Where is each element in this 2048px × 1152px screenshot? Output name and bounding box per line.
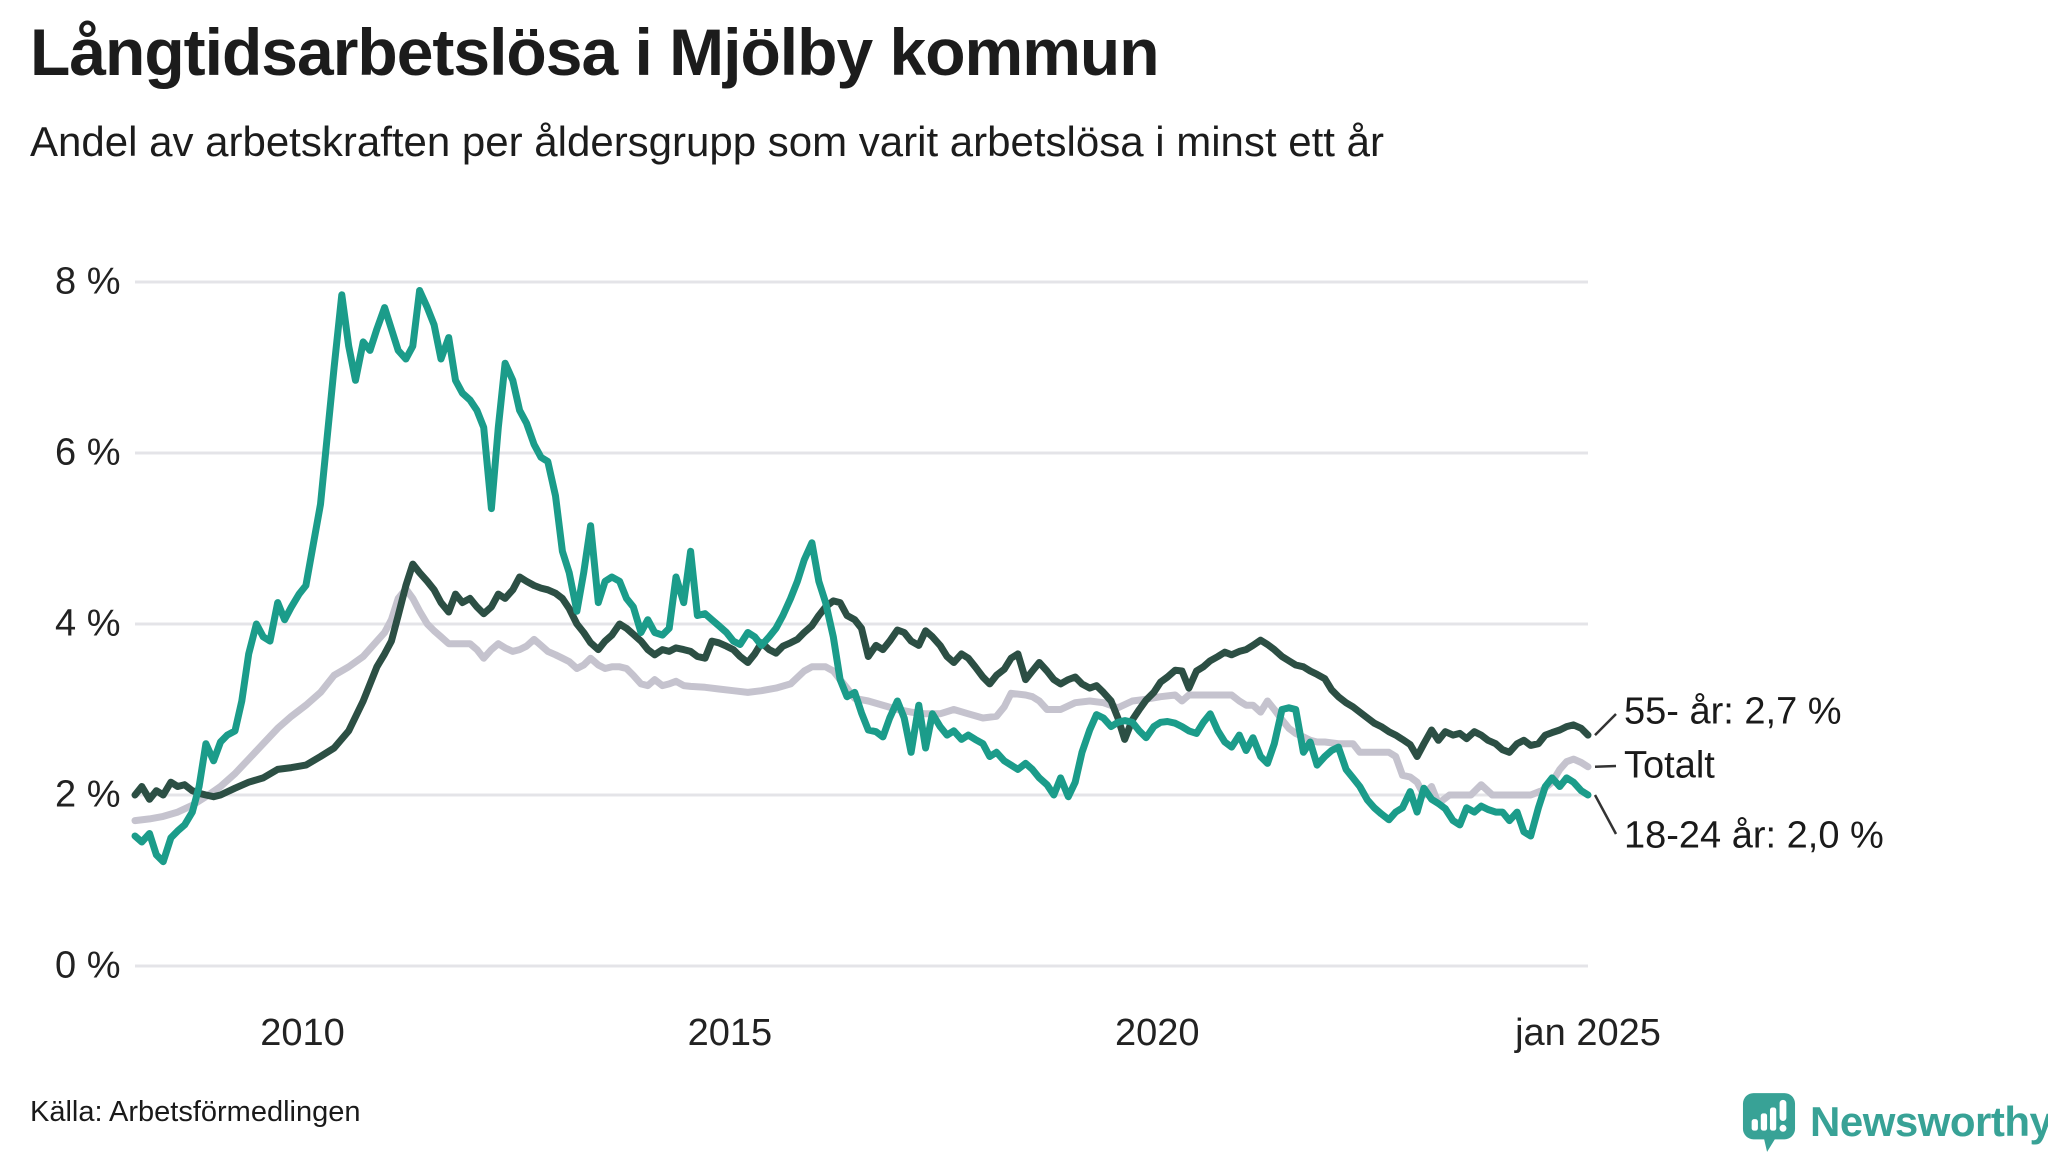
series-end-label-55-ar: 55- år: 2,7 % — [1624, 690, 1842, 733]
label-connector-line — [1594, 764, 1617, 769]
series-line-18-24-r — [131, 287, 1592, 866]
y-axis-tick-label-0: 0 % — [55, 944, 121, 987]
x-axis-tick-label-2020: 2020 — [1114, 1012, 1200, 1054]
label-connector-line — [1593, 794, 1618, 835]
y-axis-tick-label-6: 6 % — [55, 431, 121, 474]
series-line-55-r — [131, 560, 1592, 803]
newsworthy-logo: Newsworthy — [1742, 1092, 2048, 1152]
x-axis-tick-label-2010: 2010 — [260, 1012, 345, 1054]
x-axis-tick-label-2015: 2015 — [687, 1012, 773, 1054]
source-note: Källa: Arbetsförmedlingen — [30, 1096, 361, 1128]
newsworthy-logo-icon — [1742, 1093, 1796, 1152]
series-end-label-18-24-ar: 18-24 år: 2,0 % — [1624, 814, 1884, 857]
y-axis-tick-label-4: 4 % — [55, 602, 121, 645]
y-axis-tick-label-8: 8 % — [55, 260, 121, 303]
x-axis-tick-label-jan-2025: jan 2025 — [1515, 1012, 1661, 1054]
series-end-label-totalt: Totalt — [1624, 744, 1715, 787]
page-title: Långtidsarbetslösa i Mjölby kommun — [30, 15, 1160, 89]
chart-subtitle: Andel av arbetskraften per åldersgrupp s… — [30, 118, 1384, 165]
y-axis-tick-label-2: 2 % — [55, 773, 121, 816]
label-connector-line — [1594, 713, 1617, 737]
newsworthy-logo-text: Newsworthy — [1810, 1098, 2048, 1145]
